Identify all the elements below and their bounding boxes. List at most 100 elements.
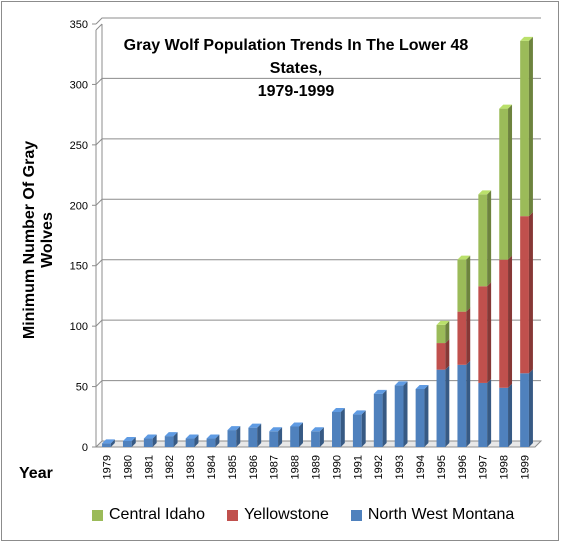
chart-title: Gray Wolf Population Trends In The Lower… [96, 34, 496, 103]
bar-segment [206, 438, 216, 447]
bar-segment-side [508, 383, 513, 447]
bar-top [143, 434, 157, 439]
bar-segment [478, 382, 488, 447]
x-tick-label: 1979 [101, 455, 113, 479]
y-tick-label: 100 [70, 321, 88, 333]
bar-segment-side [528, 369, 533, 447]
bar-top [227, 426, 241, 431]
bar-segment-side [424, 384, 429, 447]
bar-segment [415, 388, 425, 447]
bar-segment [352, 414, 362, 447]
gridline [95, 319, 541, 327]
bar-segment-side [194, 434, 199, 447]
bar-segment [332, 411, 341, 447]
bar-segment [290, 426, 299, 447]
bar-segment-side [487, 282, 492, 383]
bar-segment [143, 438, 153, 447]
bar-segment-side [528, 36, 533, 217]
bar-top [248, 423, 262, 428]
bar-segment [520, 373, 529, 447]
bar-top [352, 410, 366, 415]
bar-segment [499, 259, 509, 388]
x-tick-label: 1996 [457, 455, 469, 479]
bar-segment [164, 436, 174, 447]
x-tick-label: 1982 [164, 455, 176, 479]
bar-top [332, 407, 345, 412]
y-axis-label: Minimum Number Of Gray Wolves [21, 140, 56, 340]
bar-segment [457, 259, 467, 312]
y-tick-label: 50 [76, 382, 88, 394]
bar-segment-side [382, 389, 387, 447]
gridline [95, 259, 541, 267]
bar-segment-side [152, 434, 157, 447]
bar-segment [520, 40, 529, 217]
bar-top [457, 255, 471, 260]
bar-segment-side [445, 339, 450, 370]
bar-segment [436, 324, 446, 344]
bar-segment-side [508, 255, 513, 388]
chart-title-line-1: Gray Wolf Population Trends In The Lower… [123, 37, 469, 77]
x-tick-label: 1990 [331, 455, 343, 479]
x-tick-label: 1992 [373, 455, 385, 479]
bar-segment [311, 431, 320, 447]
bar-segment-side [298, 422, 303, 447]
x-tick-label: 1989 [311, 455, 323, 479]
bar-segment [227, 430, 237, 447]
legend-label: Yellowstone [244, 506, 329, 523]
x-tick-label: 1993 [394, 455, 406, 479]
bar-segment [122, 440, 132, 447]
bar-segment [185, 438, 195, 447]
bar-segment [478, 286, 488, 383]
bar-segment-side [361, 410, 366, 447]
bar-top [478, 190, 492, 195]
bar-segment-side [110, 439, 115, 447]
bar-top [415, 384, 429, 389]
x-tick-label: 1981 [143, 455, 155, 479]
legend-label: North West Montana [367, 506, 515, 523]
gridline [95, 380, 541, 387]
x-tick-label: 1986 [248, 455, 260, 479]
bar-top [102, 439, 115, 444]
bar-segment-side [487, 378, 492, 447]
bar-top [520, 36, 533, 41]
x-tick-label: 1997 [478, 455, 490, 479]
legend-item: Central Idaho [92, 506, 205, 524]
bar-top [269, 427, 283, 432]
bar-top [206, 434, 220, 439]
y-tick-label: 350 [70, 19, 88, 31]
x-tick-label: 1988 [290, 455, 302, 479]
bar-top [394, 381, 408, 386]
y-tick-label: 250 [70, 140, 88, 152]
bar-segment [102, 443, 111, 447]
bar-top [122, 436, 136, 441]
bar-segment-side [173, 432, 178, 447]
x-tick-label: 1983 [185, 455, 197, 479]
bar-top [436, 320, 450, 325]
legend-label: Central Idaho [109, 506, 206, 523]
gridline [95, 77, 541, 85]
bar-segment [373, 393, 383, 447]
bar-segment-side [131, 436, 136, 447]
bar-segment-side [466, 255, 471, 312]
x-tick-label: 1991 [352, 455, 364, 479]
bar-segment-side [528, 212, 533, 374]
x-tick-label: 1994 [415, 455, 427, 479]
bar-segment-side [215, 434, 220, 447]
bar-segment-side [487, 190, 492, 287]
bar-segment-side [257, 423, 262, 447]
bar-top [164, 432, 178, 437]
bar-segment-side [403, 381, 408, 447]
legend-item: North West Montana [350, 506, 515, 524]
legend-item: Yellowstone [227, 506, 329, 524]
x-tick-label: 1980 [122, 455, 134, 479]
bar-top [290, 422, 303, 427]
bar-segment [269, 431, 279, 447]
bar-segment [457, 311, 467, 365]
chart-title-line-2: 1979-1999 [257, 83, 335, 100]
bar-segment-side [466, 307, 471, 365]
chart-legend: Central Idaho Yellowstone North West Monta… [92, 506, 536, 524]
bar-segment-side [466, 360, 471, 447]
legend-swatch [350, 509, 362, 521]
bar-top [311, 427, 324, 432]
